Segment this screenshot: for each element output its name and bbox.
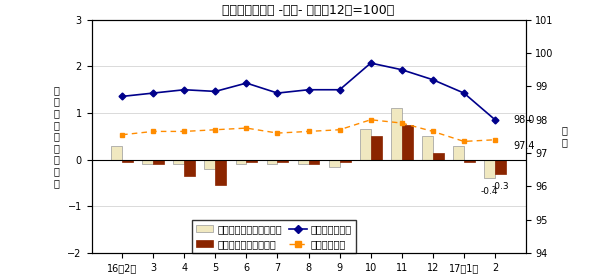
Bar (111, 146, 122, 160)
Bar (277, 160, 288, 162)
Bar (173, 160, 184, 165)
Text: 98.0: 98.0 (514, 115, 535, 125)
Bar (402, 125, 413, 160)
Bar (204, 160, 215, 169)
Bar (153, 160, 164, 165)
Bar (495, 160, 506, 174)
Legend: 三重県（対前年同月比）, 全国（対前年同月比）, 三重県（指数）, 全国（指数）: 三重県（対前年同月比）, 全国（対前年同月比）, 三重県（指数）, 全国（指数） (192, 220, 356, 253)
Text: -0.3: -0.3 (491, 182, 509, 191)
Title: 消費者物価指数 -総合- 〈平成12年=100〉: 消費者物価指数 -総合- 〈平成12年=100〉 (223, 4, 395, 17)
Y-axis label: 指
数: 指 数 (562, 125, 568, 147)
Bar (267, 160, 277, 165)
Bar (360, 129, 371, 160)
Bar (329, 160, 339, 167)
Bar (339, 160, 351, 162)
Bar (184, 160, 195, 176)
Text: -0.4: -0.4 (481, 187, 498, 196)
Bar (309, 160, 319, 165)
Text: 97.4: 97.4 (514, 142, 535, 152)
Bar (453, 146, 464, 160)
Y-axis label: 対
前
年
同
月
比
（
％
）: 対 前 年 同 月 比 （ ％ ） (54, 85, 59, 188)
Bar (247, 160, 257, 162)
Bar (142, 160, 153, 165)
Bar (464, 160, 475, 162)
Bar (122, 160, 133, 162)
Bar (422, 136, 433, 160)
Bar (215, 160, 226, 185)
Bar (371, 136, 381, 160)
Bar (484, 160, 495, 178)
Bar (236, 160, 247, 165)
Bar (433, 153, 444, 160)
Bar (391, 108, 402, 160)
Bar (298, 160, 309, 165)
